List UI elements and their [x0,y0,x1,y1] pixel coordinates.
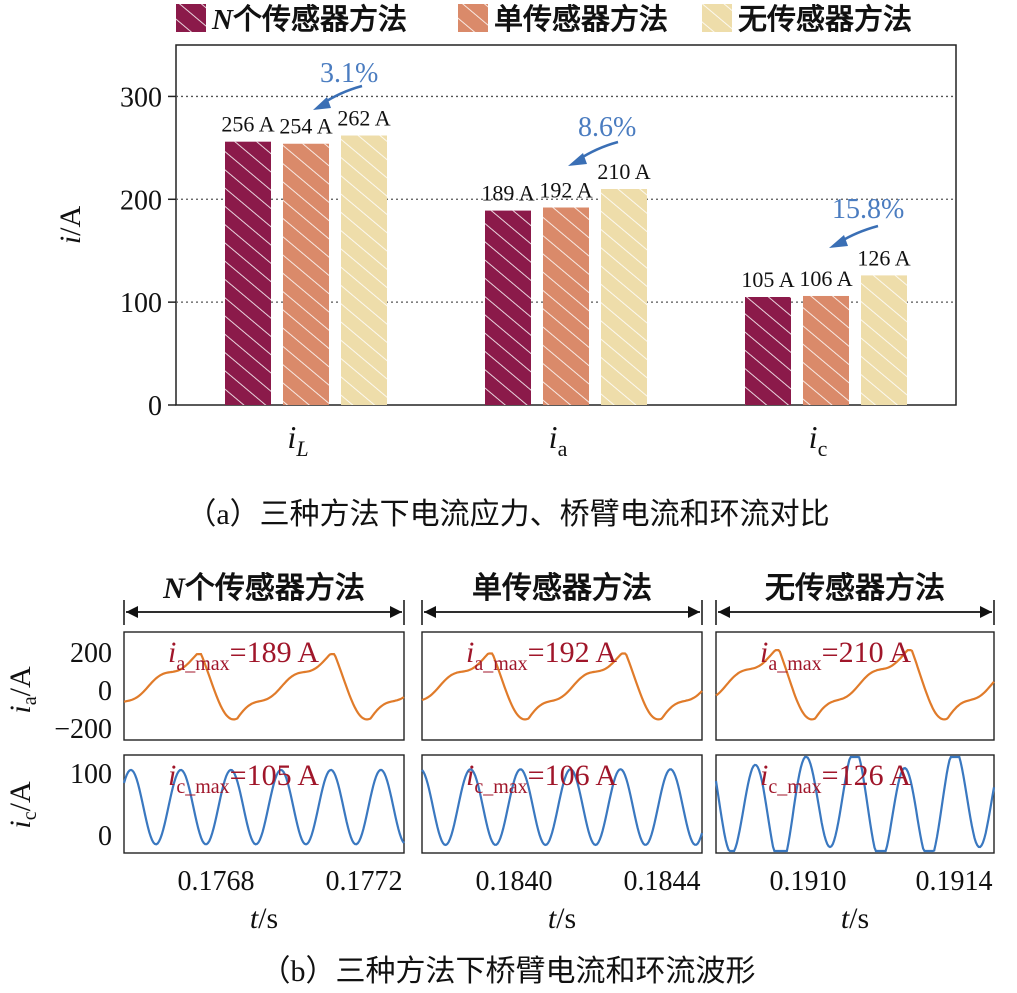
x-tick-label: ia [549,419,568,461]
bar-value-label: 256 A [221,112,274,137]
waveform-panel: 单传感器方法 ia_max=192 A ic_max=106 A 0.1840 0.18… [421,571,704,935]
annotation-ia: 8.6% [568,112,636,166]
annotation-text-il: 3.1% [320,58,378,89]
legend-item-sensorless: 无传感器方法 [702,2,912,36]
annotation-ic: 15.8% [829,194,904,248]
ia-max-label: ia_max=189 A [168,636,319,675]
y-axis-ticks: 0 100 200 300 [120,82,176,422]
waveform-panel: 无传感器方法 ia_max=210 A ic_max=126 A 0.1910 0.19… [714,571,996,935]
bar-value-label: 106 A [799,266,852,291]
ic-waveform [714,755,996,853]
x-tick-label: 0.1768 [178,866,255,897]
caption-a: （a）三种方法下电流应力、桥臂电流和环流对比 [186,498,829,531]
arrow-head [126,606,138,618]
legend-label-single-sensor: 单传感器方法 [494,2,668,36]
x-axis-tick-labels: iL ia ic [287,419,827,461]
ic-max-label: ic_max=126 A [760,759,911,798]
legend-label-sensorless: 无传感器方法 [738,2,912,36]
ia-y-tick-label: −200 [54,714,112,745]
ic-max-label: ic_max=105 A [168,759,319,798]
panel-title: 单传感器方法 [472,571,652,605]
bar-hatch [341,135,387,405]
ia-y-tick-label: 200 [70,638,112,669]
y-tick-label: 100 [120,288,162,319]
waveform-panels: N个传感器方法 ia_max=189 A ic_max=105 A 0.1768 0.1… [122,571,996,935]
waveform-panel: N个传感器方法 ia_max=189 A ic_max=105 A 0.1768 0.1… [122,571,405,935]
x-axis-label: t/s [841,902,869,935]
bar-value-label: 262 A [337,106,390,131]
ic-plot-frame [421,754,703,854]
x-tick-label: ic [809,419,828,461]
ic-plot-frame [715,754,995,854]
ic-waveform [421,768,704,847]
bar-value-label: 189 A [481,181,534,206]
arrow-head [718,606,730,618]
arrow-head [390,606,402,618]
svg-text:N个传感器方法: N个传感器方法 [211,2,407,36]
panel-title: N个传感器方法 [162,571,365,605]
ic-y-tick-label: 100 [70,759,112,790]
x-tick-label: 0.1844 [624,866,701,897]
arrow-head [424,606,436,618]
ic-max-label: ic_max=106 A [466,759,617,798]
x-tick-label: 0.1914 [916,866,993,897]
caption-b: （b）三种方法下桥臂电流和环流波形 [261,955,756,988]
ia-plot-frame [123,631,405,741]
x-tick-label: iL [287,419,308,461]
legend-item-n-sensor: N个传感器方法 [176,2,407,36]
legend: N个传感器方法 单传感器方法 无传感器方法 [176,2,912,36]
ic-y-tick-label: 0 [98,821,112,852]
bar-value-label: 210 A [597,159,650,184]
bar-value-label: 126 A [857,245,910,270]
legend-item-single-sensor: 单传感器方法 [458,2,668,36]
bar-hatch [601,189,647,405]
ia-plot-frame [715,631,995,741]
ic-plot-frame [123,754,405,854]
y-axis-label: i/A [54,205,87,244]
y-tick-label: 0 [148,391,162,422]
legend-prefix-n-sensor: N [211,4,234,36]
arrow-head [980,606,992,618]
bar-hatch [485,210,531,405]
arrow-head [688,606,700,618]
bar-hatch [745,297,791,405]
y-tick-label: 300 [120,82,162,113]
ia-waveform [715,649,995,721]
bar-hatch [283,143,329,405]
panel-title: 无传感器方法 [765,571,945,605]
bar-chart: 0 100 200 300 i/A 256 A 254 A 262 A 189 A 192 A… [54,44,957,461]
ia-max-label: ia_max=210 A [760,636,911,675]
ia-plot-frame [421,631,703,741]
bar-value-label: 192 A [539,178,592,203]
ia-y-axis-label: ia/A [4,666,41,714]
y-tick-label: 200 [120,185,162,216]
bar-hatch [225,141,271,405]
bar-value-label: 105 A [741,267,794,292]
ia-y-tick-label: 0 [98,676,112,707]
ic-waveform [122,768,405,846]
annotation-il: 3.1% [313,58,378,110]
ic-y-axis-label: ic/A [4,781,41,829]
waveform-chart: N个传感器方法 ia_max=189 A ic_max=105 A 0.1768 0.1… [4,571,996,935]
x-axis-label: t/s [250,902,278,935]
bar-hatch [861,275,907,405]
bars [225,135,907,405]
bar-hatch [803,295,849,405]
annotation-text-ia: 8.6% [578,112,636,143]
annotation-text-ic: 15.8% [832,194,904,225]
ia-waveform [421,652,703,721]
ia-waveform [123,653,405,721]
legend-label-n-sensor: 个传感器方法 [233,2,407,36]
bar-value-label: 254 A [279,114,332,139]
waveform-y-ticks: 200 0 −200 100 0 [54,638,112,852]
x-tick-label: 0.1772 [326,866,403,897]
x-tick-label: 0.1840 [476,866,553,897]
x-tick-label: 0.1910 [770,866,847,897]
x-axis-label: t/s [548,902,576,935]
bar-hatch [543,207,589,405]
ia-max-label: ia_max=192 A [466,636,617,675]
annotation-arrow-ic [839,224,879,244]
